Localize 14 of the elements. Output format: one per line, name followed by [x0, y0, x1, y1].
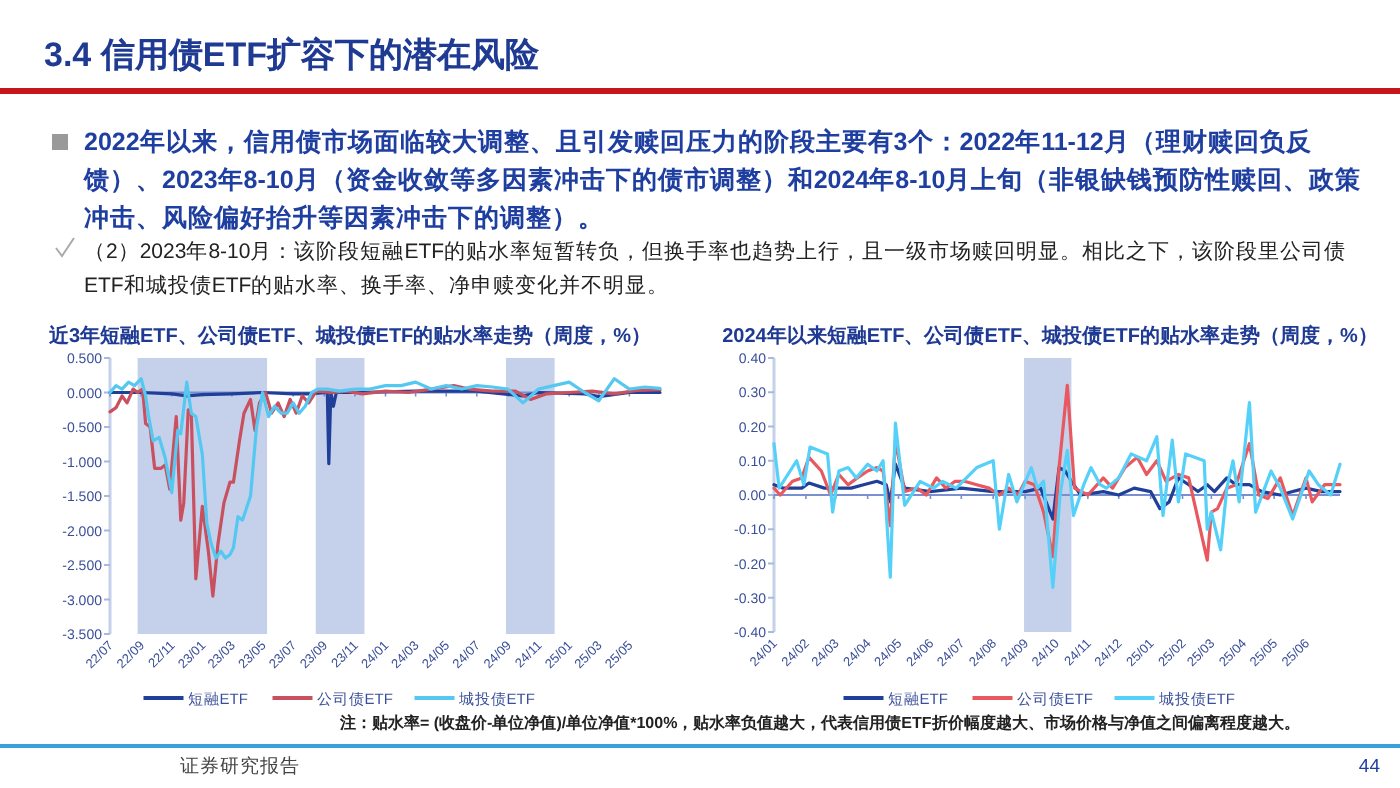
text: （2）2023年8-10月：该阶段短融ETF的贴水率短暂转负，但换手率也趋势上行，且一级市场赎回明显。相比之下，该阶段里公司债ETF和城投债ETF的贴水率、换手率、净申赎变化并不明显。 — [84, 238, 1349, 302]
text: 2022年以来，信用债市场面临较大调整、且引发赎回压力的阶段主要有3个：2022年11-12月（理财赎回负反馈）、2023年8-10月（资金收敛等多因素冲击下的债市调整）和2024年8-10月上旬（非银缺钱预防性赎回、政策冲击、风险偏好抬升等因素冲击下的调整）。 — [84, 126, 1364, 236]
line-series — [772, 400, 1342, 590]
line-series — [772, 383, 1342, 562]
text: 注：贴水率= (收盘价-单位净值)/单位净值*100%，贴水率负值越大，代表信用债ETF折价幅度越大、市场价格与净值之间偏离程度越大。 — [340, 712, 1302, 736]
line-series — [108, 377, 662, 560]
text: 证券研究报告 — [180, 756, 302, 780]
chart-title: 2024年以来短融ETF、公司债ETF、城投债ETF的贴水率走势（周度，%） — [722, 324, 1378, 348]
text: 3.4 信用债ETF扩容下的潜在风险 — [44, 34, 539, 78]
line-series — [108, 389, 662, 466]
text: 44 — [1356, 756, 1380, 780]
line-series — [108, 384, 662, 598]
chart-title: 近3年短融ETF、公司债ETF、城投债ETF的贴水率走势（周度，%） — [46, 324, 652, 348]
line-series — [772, 462, 1342, 521]
